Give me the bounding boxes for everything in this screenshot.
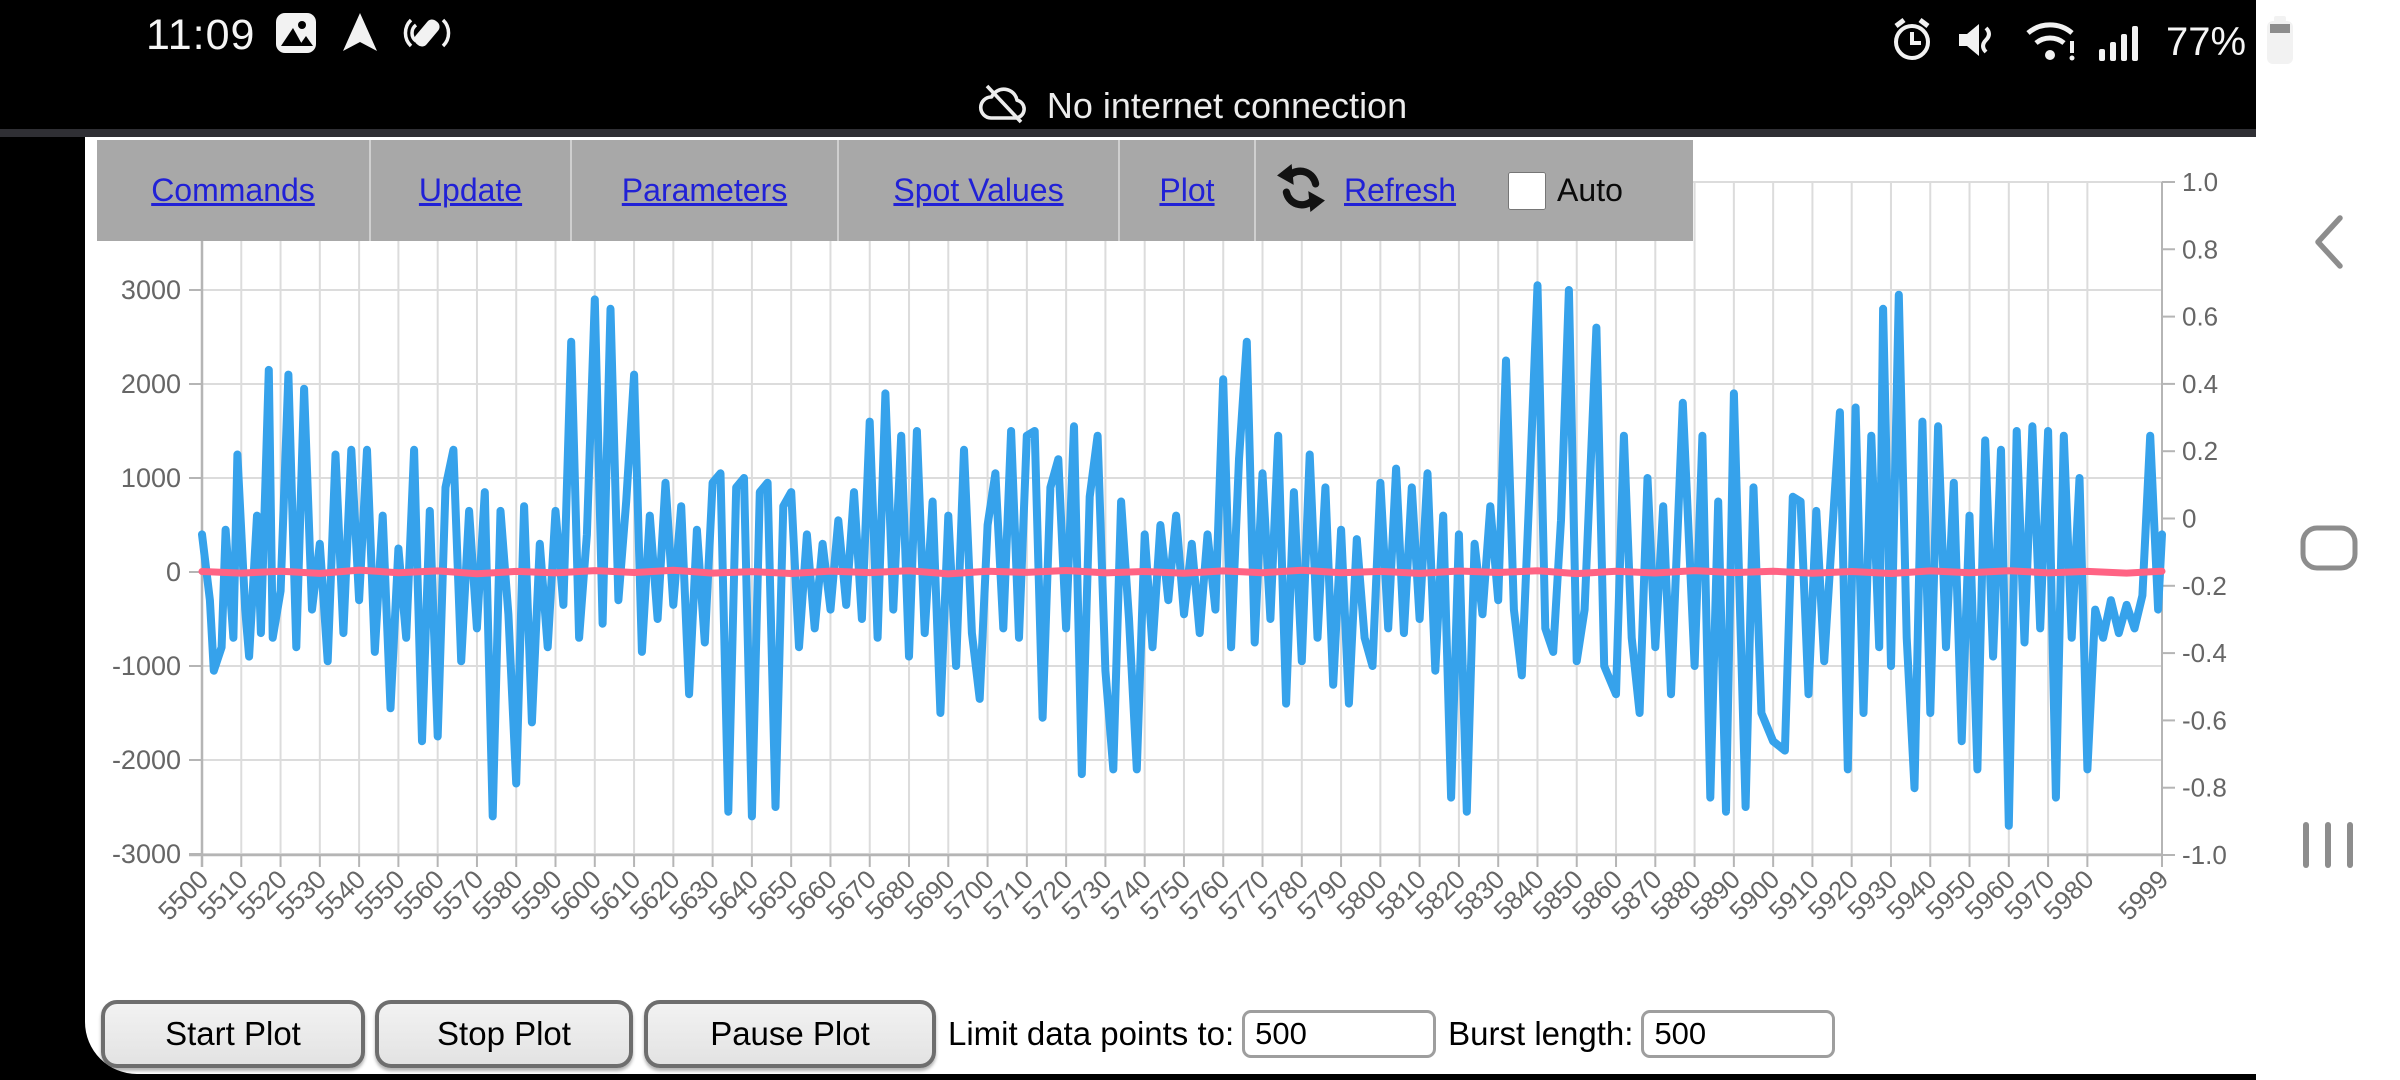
plot-controls: Start Plot Stop Plot Pause Plot Limit da… [101, 998, 1836, 1070]
nav-cell-commands: Commands [97, 140, 371, 241]
clock: 11:09 [146, 11, 256, 59]
y-left-tick-label: 2000 [121, 369, 181, 399]
gallery-icon [273, 10, 319, 61]
vibrate-call-icon [401, 10, 453, 61]
stop-plot-button[interactable]: Stop Plot [375, 1000, 633, 1068]
y-right-tick-label: 0 [2182, 504, 2196, 534]
commands-link[interactable]: Commands [151, 172, 315, 208]
x-tick-label: 5999 [2112, 864, 2174, 926]
battery-icon [2263, 14, 2297, 71]
signal-icon [2097, 17, 2149, 68]
plot-canvas[interactable]: 5500551055205530554055505560557055805590… [85, 137, 2256, 1074]
burst-label: Burst length: [1448, 1015, 1634, 1052]
status-bar-left: 11:09 [146, 10, 453, 61]
y-right-tick-label: -1.0 [2182, 840, 2227, 870]
refresh-link[interactable]: Refresh [1344, 172, 1457, 208]
update-link[interactable]: Update [418, 172, 523, 208]
y-left-tick-label: -2000 [112, 745, 181, 775]
wifi-alert-icon [2022, 17, 2080, 68]
notification-text: No internet connection [1046, 85, 1408, 126]
spot-values-link[interactable]: Spot Values [893, 172, 1064, 208]
letterbox-left [0, 137, 85, 1080]
refresh-icon[interactable] [1276, 163, 1326, 218]
nav-cell-parameters: Parameters [572, 140, 839, 241]
auto-checkbox-label: Auto [1557, 172, 1623, 208]
nav-cell-refresh: Refresh Auto [1256, 140, 1693, 241]
plot-link[interactable]: Plot [1159, 172, 1215, 208]
browser-webview: 5500 5510 5520 5530 5540 5550 5560 5570 5580 5590… [85, 137, 2256, 1074]
y-right-tick-label: 0.2 [2182, 436, 2218, 466]
y-right-tick-label: -0.6 [2182, 705, 2227, 735]
y-right-tick-label: -0.4 [2182, 638, 2227, 668]
alarm-icon [1888, 16, 1936, 69]
navigation-icon [337, 10, 383, 61]
y-left-tick-label: -3000 [112, 839, 181, 869]
y-right-tick-label: 1.0 [2182, 167, 2218, 197]
nav-cell-update: Update [371, 140, 572, 241]
status-bar-divider [0, 129, 2256, 137]
y-left-tick-label: -1000 [112, 651, 181, 681]
page-navbar: Commands Update Parameters Spot Values P… [97, 140, 1693, 241]
y-left-tick-label: 0 [166, 557, 181, 587]
limit-label: Limit data points to: [948, 1015, 1235, 1052]
series-reference-zero [198, 566, 2166, 578]
series-signal [198, 281, 2166, 830]
y-left-tick-label: 1000 [121, 463, 181, 493]
android-recents-button[interactable] [2300, 820, 2356, 875]
parameters-link[interactable]: Parameters [621, 172, 788, 208]
limit-input[interactable] [1242, 1010, 1437, 1058]
burst-input[interactable] [1641, 1010, 1836, 1058]
cloud-off-icon [977, 82, 1029, 131]
y-right-tick-label: 0.6 [2182, 302, 2218, 332]
y-right-tick-label: -0.2 [2182, 571, 2227, 601]
y-right-tick-label: 0.8 [2182, 234, 2218, 264]
mute-vibrate-icon [1953, 16, 2005, 69]
y-right-tick-label: -0.8 [2182, 773, 2227, 803]
android-home-button[interactable] [2300, 524, 2358, 577]
status-bar-right: 77% [1888, 14, 2297, 71]
android-nav-strip [2256, 0, 2400, 1080]
auto-checkbox[interactable] [1508, 171, 1547, 210]
pause-plot-button[interactable]: Pause Plot [644, 1000, 936, 1068]
nav-cell-spot-values: Spot Values [839, 140, 1120, 241]
battery-percent: 77% [2166, 20, 2247, 64]
y-right-tick-label: 0.4 [2182, 369, 2218, 399]
nav-cell-plot: Plot [1120, 140, 1256, 241]
y-left-tick-label: 3000 [121, 275, 181, 305]
status-bar [0, 0, 2256, 133]
start-plot-button[interactable]: Start Plot [101, 1000, 365, 1068]
notification-banner: No internet connection [64, 80, 2320, 132]
android-back-button[interactable] [2314, 214, 2344, 275]
